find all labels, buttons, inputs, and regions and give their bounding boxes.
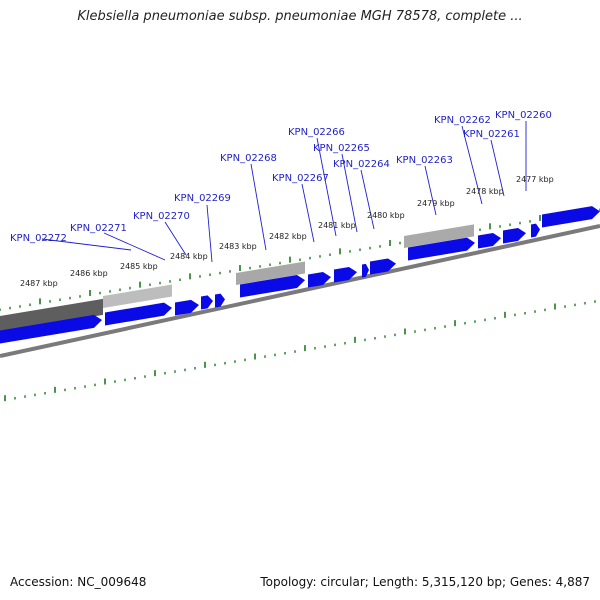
segment-dark xyxy=(0,298,103,332)
scale-label: 2480 kbp xyxy=(367,211,405,220)
accession-text: Accession: NC_009648 xyxy=(10,575,147,589)
scale-label: 2487 kbp xyxy=(20,279,58,288)
scale-label: 2486 kbp xyxy=(70,269,108,278)
scale-label: 2484 kbp xyxy=(170,252,208,261)
scale-label: 2482 kbp xyxy=(269,232,307,241)
scale-label: 2478 kbp xyxy=(466,187,504,196)
gene-arrow xyxy=(408,237,475,261)
gene-arrow xyxy=(362,263,369,278)
gene-label: KPN_02262 xyxy=(434,115,491,126)
gene-label: KPN_02271 xyxy=(70,223,127,234)
gene-label: KPN_02264 xyxy=(333,159,390,170)
leader-line xyxy=(490,139,505,197)
gene-arrow xyxy=(542,206,600,228)
gene-label: KPN_02266 xyxy=(288,127,345,138)
gene-arrow xyxy=(334,266,357,283)
scale-label: 2481 kbp xyxy=(318,221,356,230)
leader-line xyxy=(103,232,166,261)
gene-label: KPN_02270 xyxy=(133,211,190,222)
gene-arrow xyxy=(0,314,102,344)
sequence-backbone xyxy=(0,224,600,358)
backbone-line xyxy=(0,224,600,358)
gene-arrow xyxy=(503,227,526,244)
scale-ticks-lower xyxy=(4,300,596,402)
leader-line xyxy=(250,163,267,251)
segment-light xyxy=(236,261,305,285)
gene-label: KPN_02272 xyxy=(10,233,67,244)
scale-labels: 2487 kbp 2486 kbp 2485 kbp 2484 kbp 2483 kbp… xyxy=(20,175,554,288)
selection-segments xyxy=(0,224,474,332)
gene-label: KPN_02267 xyxy=(272,173,329,184)
segment-light xyxy=(103,284,172,308)
gene-arrow xyxy=(308,271,331,288)
leader-line xyxy=(164,221,187,256)
segment-light xyxy=(404,224,474,248)
map-title: Klebsiella pneumoniae subsp. pneumoniae … xyxy=(77,9,523,24)
leader-line xyxy=(301,183,315,243)
leader-line xyxy=(341,153,358,233)
gene-arrow xyxy=(105,302,172,326)
leader-line xyxy=(360,169,375,230)
gene-label: KPN_02260 xyxy=(495,110,552,121)
gene-arrow xyxy=(201,295,213,310)
gene-arrow xyxy=(370,258,396,275)
gene-arrow xyxy=(478,232,501,249)
gene-arrow xyxy=(240,274,305,298)
gene-label: KPN_02268 xyxy=(220,153,277,164)
gene-arrow xyxy=(175,299,199,316)
gene-label: KPN_02263 xyxy=(396,155,453,166)
scale-label: 2479 kbp xyxy=(417,199,455,208)
leader-line xyxy=(424,165,437,216)
gene-label: KPN_02269 xyxy=(174,193,231,204)
gene-label: KPN_02261 xyxy=(463,129,520,140)
leader-line xyxy=(461,125,483,205)
gene-arrow xyxy=(215,293,225,308)
gene-features xyxy=(0,206,600,344)
leader-line xyxy=(41,238,132,251)
genome-summary-text: Topology: circular; Length: 5,315,120 bp… xyxy=(260,575,590,589)
scale-label: 2477 kbp xyxy=(516,175,554,184)
gene-arrow xyxy=(531,223,540,238)
leader-line xyxy=(206,204,213,263)
label-leader-lines xyxy=(41,121,527,263)
scale-label: 2485 kbp xyxy=(120,262,158,271)
scale-label: 2483 kbp xyxy=(219,242,257,251)
leader-line xyxy=(316,137,337,237)
gene-label: KPN_02265 xyxy=(313,143,370,154)
